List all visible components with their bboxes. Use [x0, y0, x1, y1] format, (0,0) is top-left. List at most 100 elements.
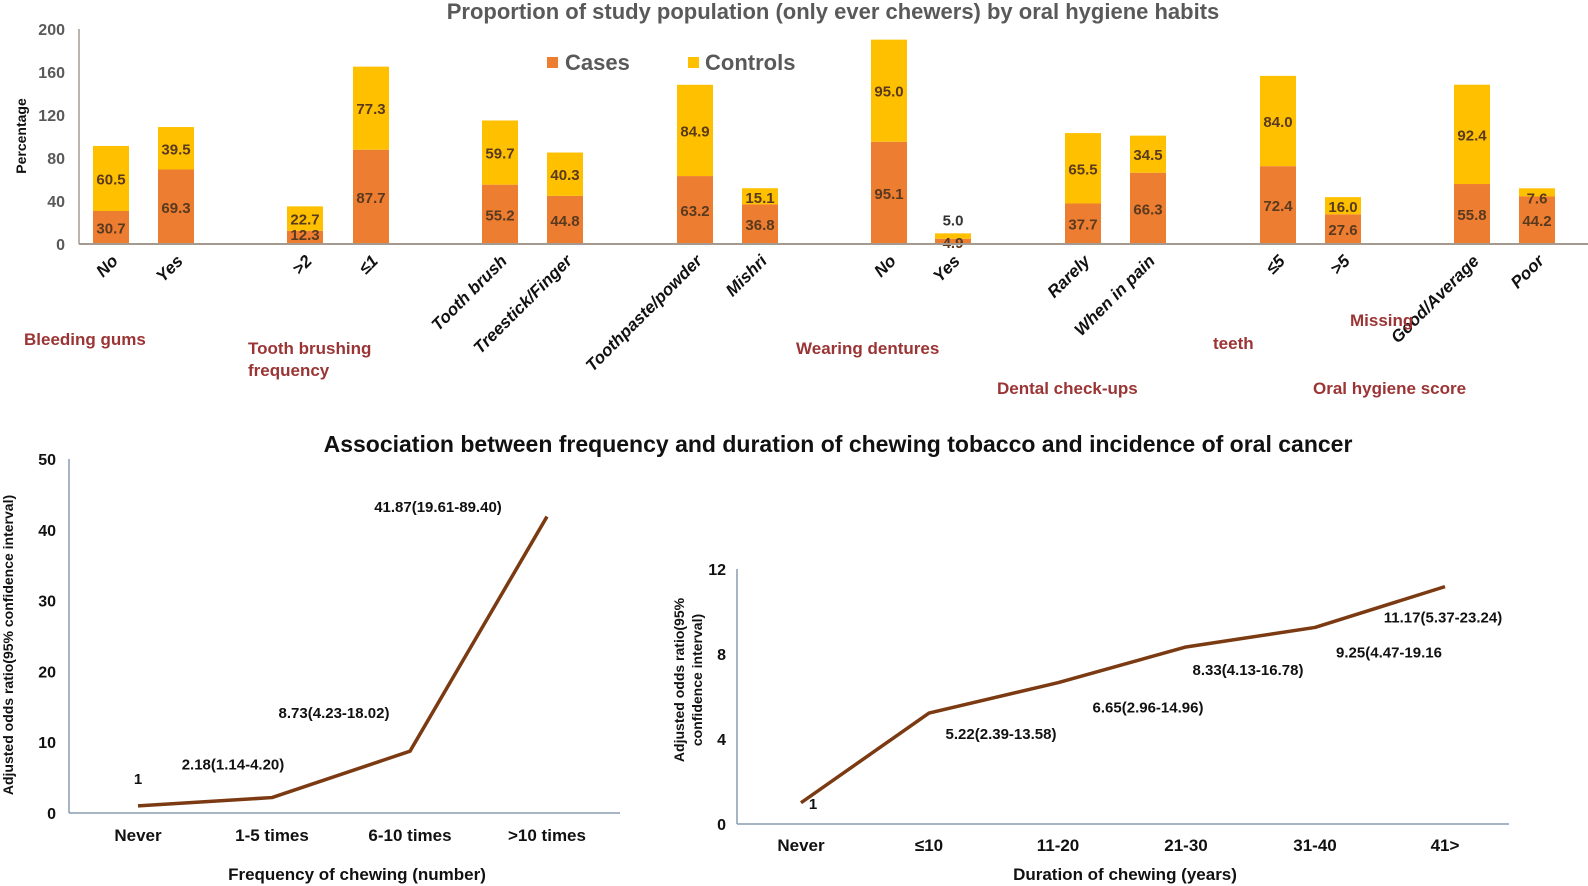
bar-x-tick-label: Yes — [152, 251, 186, 285]
frequency-x-labels: Never 1-5 times 6-10 times >10 times — [114, 826, 586, 845]
group-label-bleeding-gums: Bleeding gums — [24, 330, 146, 349]
line-y-tick-label: 40 — [38, 523, 56, 540]
bar-stack: 44.8 40.3 — [547, 152, 583, 244]
bar-stack: 63.2 84.9 — [677, 84, 713, 244]
bar-controls — [482, 120, 518, 185]
duration-x-axis-label: Duration of chewing (years) — [1013, 865, 1237, 884]
bar-x-tick-label: No — [92, 251, 121, 280]
bar-data-label-controls: 95.0 — [874, 84, 903, 101]
group-label-checkups: Dental check-ups — [997, 379, 1138, 398]
group-label-brushing-line2: frequency — [248, 361, 330, 380]
bar-cases — [1260, 166, 1296, 244]
bar-data-label-cases: 37.7 — [1068, 217, 1097, 234]
bar-data-label-cases: 55.8 — [1457, 207, 1486, 224]
group-label-missing-line1: Missing — [1350, 311, 1413, 330]
group-label-dentures: Wearing dentures — [796, 339, 939, 358]
bar-data-label-cases: 44.8 — [550, 213, 579, 230]
line-data-label: 5.22(2.39-13.58) — [946, 726, 1057, 743]
bar-cases — [677, 176, 713, 244]
bar-controls — [158, 127, 194, 170]
bar-x-tick-label: Good/Average — [1387, 251, 1483, 347]
bar-cases — [1065, 203, 1101, 244]
bar-y-tick-label: 40 — [47, 194, 65, 211]
line-x-tick-label: Never — [777, 836, 825, 855]
group-label-missing-line2: teeth — [1213, 334, 1254, 353]
line-data-label: 6.65(2.96-14.96) — [1093, 700, 1204, 717]
bar-controls — [1260, 75, 1296, 167]
line-y-tick-label: 10 — [38, 735, 56, 752]
bar-chart: Proportion of study population (only eve… — [13, 0, 1588, 398]
bar-stack: 95.1 95.0 — [871, 39, 907, 244]
bar-cases — [871, 141, 907, 244]
line-x-tick-label: 11-20 — [1037, 836, 1080, 855]
line-data-label: 1 — [134, 771, 142, 788]
bar-cases — [353, 149, 389, 244]
bar-stack: 44.2 7.6 — [1519, 188, 1555, 244]
bar-x-tick-label: No — [870, 251, 899, 280]
bar-y-tick-label: 200 — [38, 22, 65, 39]
bar-stack: 30.7 60.5 — [93, 145, 129, 244]
bar-x-tick-label: Rarely — [1044, 250, 1095, 301]
bar-controls — [935, 233, 971, 239]
line-x-tick-label: Never — [114, 826, 162, 845]
bar-x-tick-label: Yes — [929, 251, 963, 285]
bar-cases — [1519, 196, 1555, 244]
bar-controls — [547, 152, 583, 196]
frequency-x-axis-label: Frequency of chewing (number) — [228, 865, 486, 884]
bar-controls — [353, 66, 389, 150]
bar-data-label-controls: 77.3 — [356, 101, 385, 118]
bar-controls — [742, 188, 778, 205]
bar-x-tick-label: Mishri — [722, 250, 772, 300]
frequency-line-chart: Adjusted odds ratio(95% confidence inter… — [0, 452, 620, 884]
line-x-tick-label: 6-10 times — [368, 826, 451, 845]
bar-chart-legend: Cases Controls — [547, 50, 795, 75]
line-x-tick-label: 21-30 — [1164, 836, 1207, 855]
line-y-tick-label: 4 — [717, 732, 726, 749]
duration-series-line — [799, 584, 1446, 805]
group-label-brushing-line1: Tooth brushing — [248, 339, 371, 358]
bar-y-tick-label: 80 — [47, 151, 65, 168]
bar-data-label-cases: 87.7 — [356, 190, 385, 207]
bar-data-label-controls: 40.3 — [550, 167, 579, 184]
bar-stack: 27.6 16.0 — [1325, 197, 1361, 244]
bar-cases — [1130, 172, 1166, 244]
bar-data-label-cases: 55.2 — [485, 207, 514, 224]
frequency-y-ticks: 0 10 20 30 40 50 — [38, 452, 56, 823]
duration-line-chart: Adjusted odds ratio(95% confidence inter… — [671, 562, 1509, 884]
line-y-tick-label: 30 — [38, 594, 56, 611]
bar-stack: 12.322.7 — [287, 206, 323, 244]
bar-data-label-controls: 60.5 — [96, 171, 125, 188]
bar-cases — [158, 169, 194, 244]
bar-chart-title: Proportion of study population (only eve… — [447, 0, 1220, 24]
line-data-label: 8.73(4.23-18.02) — [279, 705, 390, 722]
line-y-tick-label: 50 — [38, 452, 56, 469]
line-x-tick-label: 41> — [1431, 836, 1460, 855]
bar-stack: 36.8 15.1 — [742, 188, 778, 244]
bar-controls — [287, 206, 323, 231]
duration-y-ticks: 0 4 8 12 — [708, 562, 726, 834]
duration-y-axis-label-line1: Adjusted odds ratio(95% — [671, 597, 687, 762]
bar-x-tick-label: ≤5 — [1262, 251, 1289, 278]
bar-data-label-controls: 59.7 — [485, 146, 514, 163]
bar-cases — [482, 184, 518, 244]
bar-data-label-controls: 84.0 — [1263, 114, 1292, 131]
line-y-tick-label: 8 — [717, 647, 726, 664]
duration-x-labels: Never ≤10 11-20 21-30 31-40 41> — [777, 836, 1459, 855]
bar-chart-bars: 30.7 60.5 69.3 39.5 12.322.7 87.7 77.3 55.2 59.7… — [93, 39, 1555, 252]
legend-swatch-cases — [547, 57, 558, 68]
bar-chart-y-ticks: 0 40 80 120 160 200 — [38, 22, 65, 254]
bar-cases — [742, 204, 778, 244]
line-x-tick-label: 31-40 — [1293, 836, 1336, 855]
bar-x-tick-label: Poor — [1507, 250, 1549, 292]
line-data-label: 11.17(5.37-23.24) — [1384, 610, 1502, 627]
bar-data-label-controls: 15.1 — [745, 190, 774, 207]
line-y-tick-label: 0 — [47, 806, 56, 823]
line-x-tick-label: 1-5 times — [235, 826, 309, 845]
line-data-label: 8.33(4.13-16.78) — [1193, 662, 1304, 679]
bar-stack: 69.3 39.5 — [158, 127, 194, 244]
group-label-hygiene: Oral hygiene score — [1313, 379, 1466, 398]
bar-data-label-controls: 22.7 — [290, 212, 319, 229]
bar-stack: 4.95.0 — [935, 212, 971, 252]
legend-label-cases: Cases — [565, 50, 630, 75]
bar-data-label-cases: 30.7 — [96, 220, 125, 237]
